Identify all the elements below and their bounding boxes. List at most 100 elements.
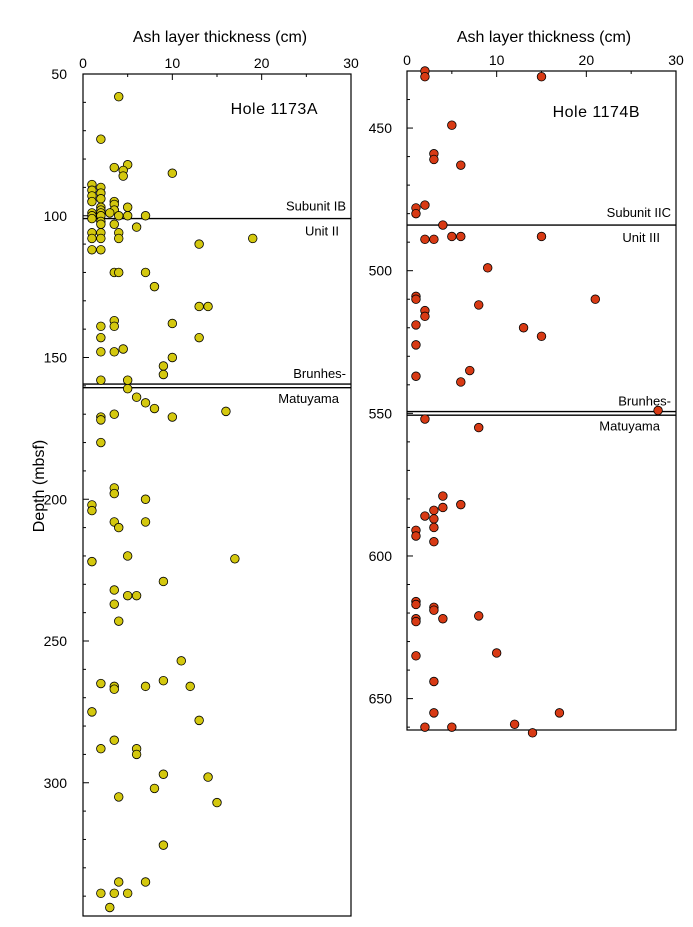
y-tick-label: 100 (44, 208, 68, 224)
data-point (429, 537, 439, 547)
data-point (96, 437, 106, 448)
data-point (114, 877, 124, 887)
data-point (653, 405, 663, 416)
data-point (158, 769, 169, 779)
panel-hole-1173a: Ash layer thickness (cm) Depth (mbsf) Ho… (31, 29, 359, 917)
data-point (109, 888, 119, 899)
data-point (87, 245, 97, 255)
data-point (456, 231, 466, 242)
data-point (96, 219, 106, 229)
data-point (420, 72, 430, 82)
data-point (158, 840, 169, 850)
data-point (420, 511, 430, 521)
data-point (140, 681, 151, 692)
boundary-label-below: Unit II (305, 224, 339, 239)
y-tick-label: 300 (44, 775, 68, 791)
data-point (109, 321, 119, 332)
data-point (109, 347, 119, 357)
data-point (105, 902, 115, 913)
data-point (87, 556, 97, 567)
data-point (176, 656, 186, 666)
data-point (203, 301, 213, 312)
y-axis-label-left: Depth (mbsf) (31, 440, 48, 532)
data-point (429, 505, 439, 516)
data-point (248, 233, 258, 244)
x-tick-label: 10 (165, 55, 181, 71)
data-point (527, 728, 538, 738)
data-point (185, 681, 195, 692)
data-point (167, 318, 178, 329)
data-point (420, 414, 430, 424)
x-tick-label: 30 (668, 52, 684, 68)
data-point (411, 340, 421, 350)
data-point (447, 722, 457, 732)
data-point (149, 783, 160, 794)
data-point (122, 202, 133, 212)
data-point (158, 361, 169, 371)
data-point (420, 311, 430, 322)
data-point (167, 412, 178, 422)
panel-label-right: Hole 1174B (553, 104, 640, 121)
data-point (87, 505, 97, 516)
data-point (509, 719, 520, 729)
data-point (429, 234, 439, 245)
data-point (114, 616, 124, 626)
data-point (411, 320, 421, 330)
data-point (536, 331, 547, 342)
data-point (438, 220, 448, 230)
boundary-label-below: Matuyama (278, 391, 339, 406)
data-point (109, 162, 119, 173)
x-tick-label: 0 (403, 52, 411, 68)
boundary-label-above: Subunit IB (286, 199, 346, 214)
data-point (518, 323, 529, 333)
data-point (122, 590, 133, 601)
x-tick-label: 20 (254, 55, 270, 71)
data-point (167, 168, 178, 178)
x-axis-label-left: Ash layer thickness (cm) (133, 29, 307, 46)
panel-hole-1174b: Ash layer thickness (cm) Hole 1174B 0 10 2… (369, 29, 684, 738)
data-point (194, 301, 204, 312)
data-point (87, 233, 97, 244)
data-point (114, 792, 124, 802)
data-point (554, 708, 565, 718)
x-tick-label: 30 (343, 55, 359, 71)
data-point (411, 616, 421, 627)
data-point (105, 208, 115, 218)
data-point (194, 332, 204, 343)
data-point (456, 499, 466, 510)
data-point (212, 797, 222, 808)
data-point (131, 749, 142, 760)
data-point (590, 294, 601, 304)
data-point (420, 200, 430, 210)
data-point (96, 233, 106, 244)
data-point (114, 267, 124, 278)
data-point (118, 171, 128, 181)
data-point (429, 605, 439, 615)
data-point (140, 517, 151, 527)
data-point (109, 488, 119, 499)
data-point (420, 722, 430, 732)
data-point (96, 347, 106, 357)
data-point (114, 91, 124, 102)
data-point (122, 383, 133, 394)
data-point (194, 715, 204, 726)
data-point (140, 494, 151, 504)
data-point (87, 196, 97, 207)
data-point (474, 300, 484, 310)
data-point (149, 403, 160, 414)
y-tick-label: 600 (369, 548, 393, 564)
data-point (438, 502, 448, 513)
data-point (131, 392, 142, 402)
data-point (447, 231, 457, 242)
data-point (140, 398, 151, 408)
data-point (158, 675, 169, 686)
data-point (474, 422, 484, 433)
data-point (122, 375, 133, 385)
data-point (114, 233, 124, 244)
data-point (96, 321, 106, 332)
data-point (429, 514, 439, 524)
data-point (411, 208, 421, 219)
data-point (96, 744, 106, 754)
x-tick-label: 10 (489, 52, 505, 68)
data-point (474, 611, 484, 621)
